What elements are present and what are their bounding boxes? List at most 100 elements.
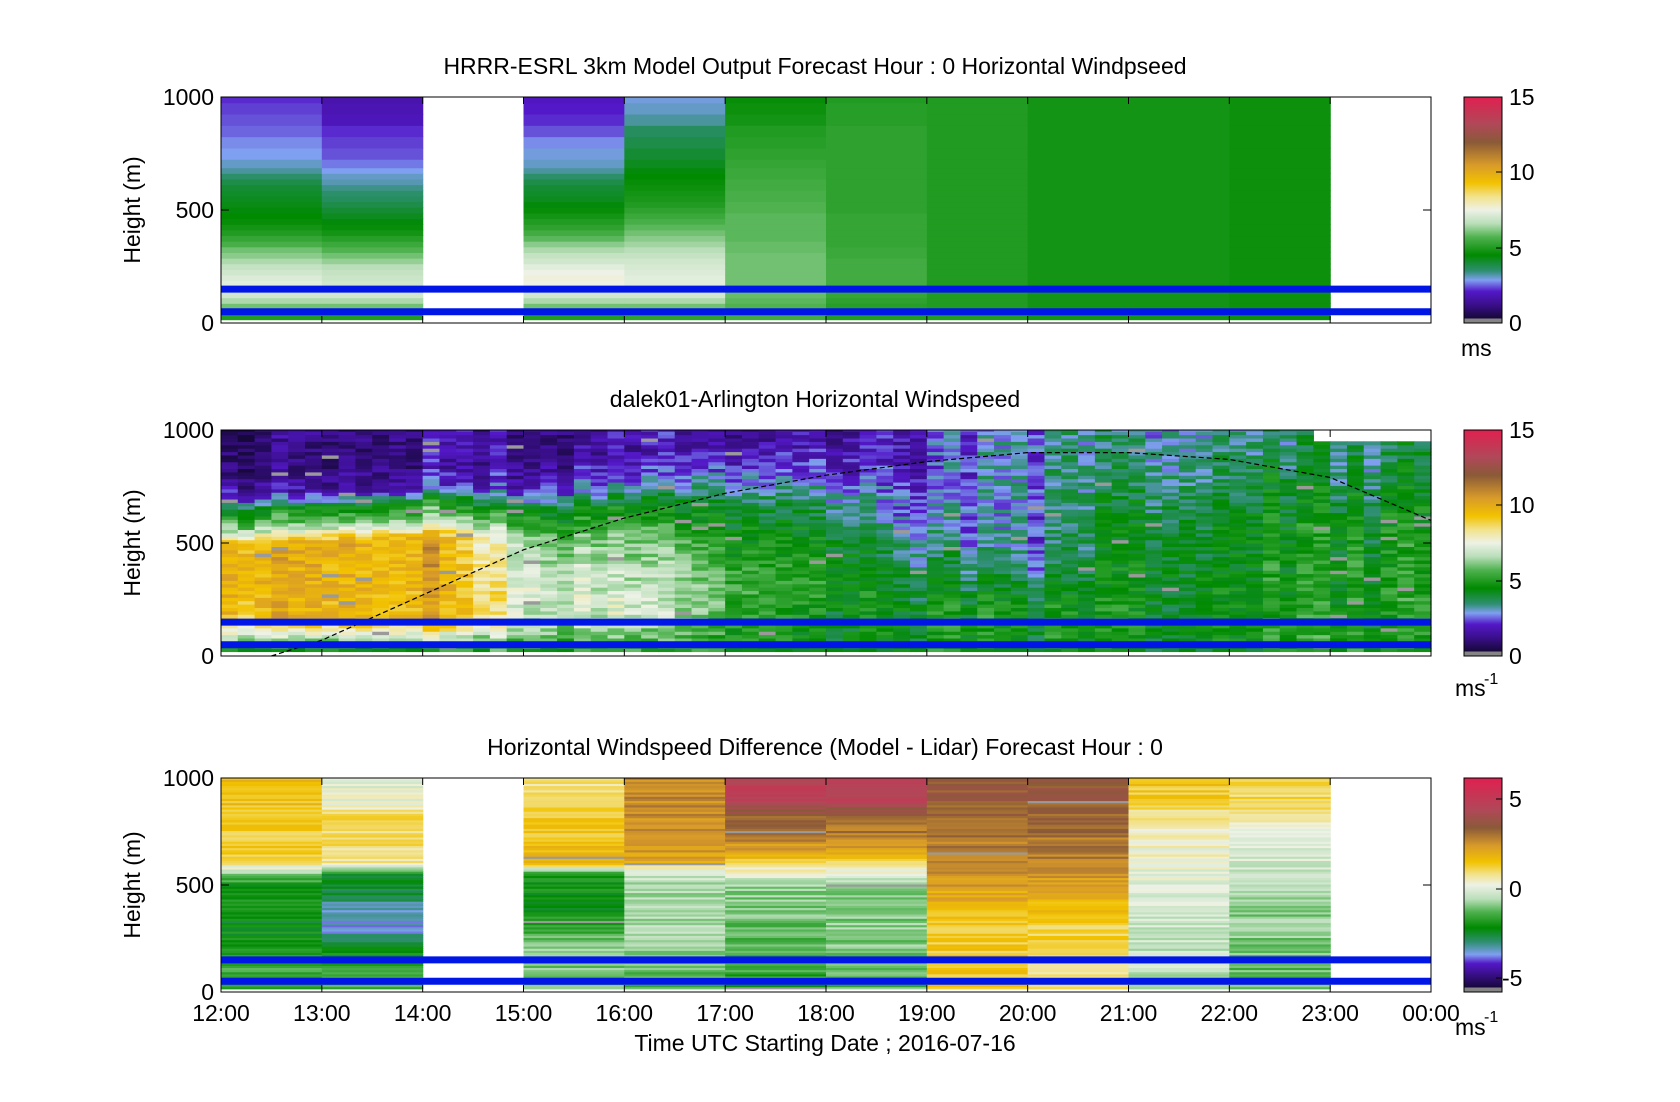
heatmap-cell: [775, 573, 793, 578]
heatmap-cell: [372, 444, 390, 449]
heatmap-cell: [305, 566, 323, 571]
heatmap-cell: [1145, 529, 1163, 534]
heatmap-cell: [1178, 431, 1197, 436]
heatmap-cell: [725, 441, 743, 446]
heatmap-cell: [254, 431, 273, 436]
heatmap-cell: [372, 522, 390, 527]
heatmap-cell: [725, 159, 827, 169]
heatmap-cell: [809, 570, 827, 575]
heatmap-cell: [994, 526, 1012, 531]
heatmap-cell: [926, 526, 945, 531]
heatmap-cell: [523, 178, 625, 186]
heatmap-cell: [1313, 448, 1331, 453]
heatmap-cell: [1128, 556, 1146, 561]
heatmap-cell: [758, 498, 777, 503]
heatmap-cell: [321, 563, 340, 568]
heatmap-cell: [775, 471, 793, 476]
heatmap-cell: [1078, 471, 1096, 476]
heatmap-cell: [725, 314, 827, 321]
heatmap-cell: [926, 246, 1029, 253]
heatmap-cell: [1330, 624, 1348, 629]
heatmap-cell: [691, 556, 709, 561]
heatmap-cell: [372, 607, 390, 612]
heatmap-cell: [305, 492, 323, 497]
heatmap-cell: [943, 570, 962, 575]
heatmap-cell: [624, 631, 642, 636]
heatmap-cell: [1296, 529, 1314, 534]
heatmap-cell: [338, 570, 357, 575]
heatmap-cell: [1128, 291, 1230, 299]
heatmap-cell: [288, 451, 306, 456]
heatmap-cell: [758, 475, 777, 480]
heatmap-cell: [960, 478, 978, 483]
heatmap-cell: [372, 556, 390, 561]
heatmap-cell: [624, 125, 726, 138]
heatmap-cell: [1380, 451, 1398, 456]
heatmap-cell: [590, 600, 609, 605]
heatmap-cell: [523, 212, 625, 220]
heatmap-cell: [489, 631, 508, 636]
heatmap-cell: [254, 458, 273, 463]
heatmap-cell: [641, 505, 659, 510]
heatmap-cell: [994, 495, 1012, 500]
heatmap-cell: [237, 566, 256, 571]
heatmap-cell: [305, 627, 323, 632]
heatmap-cell: [809, 543, 827, 547]
heatmap-cell: [1296, 431, 1314, 436]
heatmap-cell: [1380, 485, 1398, 490]
heatmap-cell: [826, 136, 928, 149]
heatmap-cell: [506, 492, 525, 497]
heatmap-cell: [708, 597, 726, 602]
heatmap-cell: [405, 465, 424, 470]
heatmap-cell: [1346, 604, 1365, 609]
heatmap-cell: [456, 441, 474, 446]
heatmap-cell: [691, 509, 709, 514]
heatmap-cell: [221, 113, 323, 126]
heatmap-cell: [1128, 495, 1146, 500]
heatmap-cell: [540, 444, 558, 449]
heatmap-cell: [1010, 600, 1029, 605]
heatmap-cell: [456, 529, 474, 534]
heatmap-cell: [926, 263, 1029, 270]
heatmap-cell: [893, 495, 911, 500]
heatmap-cell: [1027, 437, 1046, 442]
heatmap-cell: [288, 556, 306, 561]
heatmap-cell: [624, 509, 642, 514]
heatmap-cell: [1078, 553, 1096, 558]
heatmap-cell: [1061, 593, 1079, 598]
heatmap-cell: [1078, 468, 1096, 473]
heatmap-cell: [910, 624, 928, 629]
heatmap-cell: [473, 593, 491, 598]
heatmap-cell: [994, 441, 1012, 446]
heatmap-cell: [607, 607, 625, 612]
heatmap-cell: [221, 241, 323, 248]
heatmap-cell: [943, 648, 962, 653]
heatmap-cell: [708, 637, 726, 642]
heatmap-cell: [1195, 583, 1214, 588]
heatmap-cell: [708, 451, 726, 456]
heatmap-cell: [859, 430, 878, 432]
heatmap-cell: [926, 593, 945, 598]
heatmap-cell: [1380, 583, 1398, 588]
heatmap-cell: [926, 113, 1029, 126]
heatmap-cell: [557, 559, 575, 564]
heatmap-cell: [1094, 532, 1113, 537]
heatmap-cell: [355, 448, 373, 453]
heatmap-cell: [926, 465, 945, 470]
heatmap-cell: [422, 546, 441, 551]
heatmap-cell: [1279, 532, 1298, 537]
heatmap-cell: [439, 505, 457, 510]
heatmap-cell: [758, 502, 777, 507]
heatmap-cell: [893, 610, 911, 615]
heatmap-cell: [523, 224, 625, 231]
heatmap-cell: [1313, 549, 1331, 554]
heatmap-cell: [405, 637, 424, 642]
heatmap-cell: [641, 485, 659, 490]
heatmap-cell: [573, 448, 592, 453]
heatmap-cell: [405, 553, 424, 558]
heatmap-cell: [590, 451, 609, 456]
heatmap-cell: [725, 532, 743, 537]
heatmap-cell: [506, 515, 525, 520]
heatmap-cell: [456, 556, 474, 561]
heatmap-cell: [1212, 566, 1230, 571]
